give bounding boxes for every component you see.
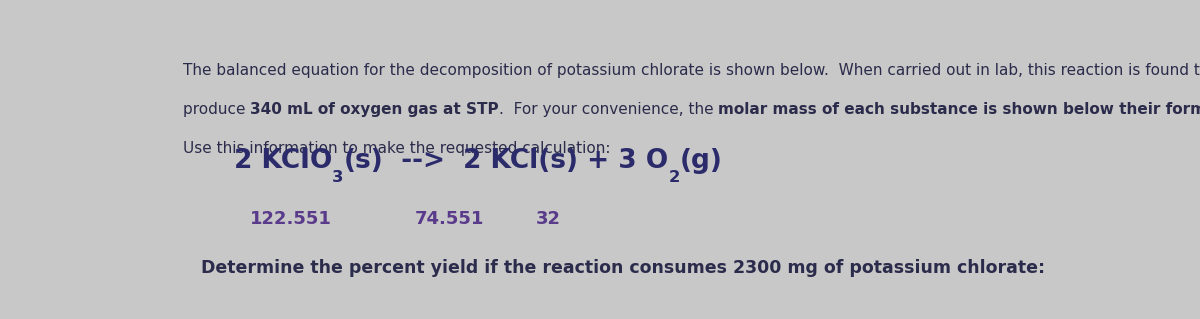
Text: 122.551: 122.551	[250, 210, 331, 228]
Text: (s): (s)	[343, 148, 383, 174]
Text: 3: 3	[332, 170, 343, 185]
Text: -->: -->	[383, 148, 463, 174]
Text: 32: 32	[536, 210, 560, 228]
Text: The balanced equation for the decomposition of potassium chlorate is shown below: The balanced equation for the decomposit…	[182, 63, 1200, 78]
Text: 2 KCIO: 2 KCIO	[234, 148, 332, 174]
Text: .  For your convenience, the: . For your convenience, the	[498, 102, 718, 117]
Text: 340 mL of oxygen gas at STP: 340 mL of oxygen gas at STP	[250, 102, 498, 117]
Text: Determine the percent yield if the reaction consumes 2300 mg of potassium chlora: Determine the percent yield if the react…	[202, 259, 1045, 277]
Text: 2: 2	[668, 170, 680, 185]
Text: (g): (g)	[680, 148, 722, 174]
Text: 2 KCl(s) + 3 O: 2 KCl(s) + 3 O	[463, 148, 668, 174]
Text: molar mass of each substance is shown below their formulas (in purple): molar mass of each substance is shown be…	[718, 102, 1200, 117]
Text: produce: produce	[182, 102, 250, 117]
Text: 74.551: 74.551	[415, 210, 485, 228]
Text: Use this information to make the requested calculation:: Use this information to make the request…	[182, 141, 610, 156]
